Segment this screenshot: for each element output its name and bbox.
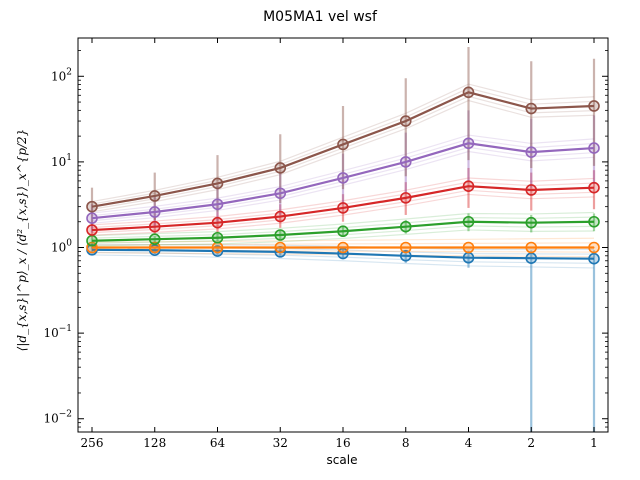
series-3-point-2 <box>211 216 224 229</box>
series-0-point-8 <box>588 252 600 265</box>
series-3-point-8 <box>588 181 600 194</box>
series-2-point-7 <box>525 216 538 229</box>
series-4-point-1 <box>148 206 161 218</box>
y-axis-label: ⟨|d_{x,s}|^p⟩_x / ⟨d²_{x,s}⟩_x^{p/2} <box>15 129 29 352</box>
series-2-ensemble-line-0 <box>91 229 595 247</box>
series-1-point-6 <box>462 241 475 254</box>
series-4-point-0 <box>86 212 98 224</box>
y-tick-label-3: 101 <box>51 153 72 169</box>
series-0-point-5 <box>399 250 412 262</box>
series-2-point-5 <box>399 220 412 233</box>
series-5-point-6 <box>462 86 475 99</box>
x-tick-label-6: 4 <box>465 436 473 450</box>
series-2-point-8 <box>588 215 600 228</box>
series-3-ensemble-line-2 <box>91 181 595 229</box>
series-4-point-3 <box>274 187 287 200</box>
series-5-point-3 <box>274 162 287 174</box>
series-5-point-4 <box>337 138 349 151</box>
series-2-point-6 <box>462 215 475 228</box>
series-0-point-7 <box>525 252 538 265</box>
x-axis-label: scale <box>327 453 358 467</box>
series-0-ensemble-line-3 <box>91 243 595 251</box>
series-2-ensemble-line-3 <box>91 211 595 237</box>
series-4-ensemble-line-3 <box>91 134 595 214</box>
series-3-point-0 <box>86 224 98 236</box>
series-3-point-6 <box>462 180 475 193</box>
series-2-ensemble-line-1 <box>91 225 595 244</box>
series-0-point-6 <box>462 251 475 264</box>
x-tick-label-4: 16 <box>335 436 350 450</box>
series-2-point-2 <box>211 231 224 244</box>
series-4-ensemble-line-0 <box>91 150 595 224</box>
x-tick-label-7: 2 <box>527 436 535 450</box>
series-3-ensemble-line-0 <box>91 193 595 236</box>
x-tick-label-8: 1 <box>590 436 598 450</box>
series-3-point-4 <box>337 202 349 214</box>
series-1-point-4 <box>337 241 349 254</box>
y-tick-label-1: 10−1 <box>43 324 72 340</box>
series-2-ensemble-line-2 <box>91 216 595 239</box>
series-5-ensemble-line-2 <box>91 87 595 205</box>
x-tick-label-0: 256 <box>81 436 104 450</box>
series-4-ensemble-line-1 <box>91 146 595 222</box>
x-tick-label-1: 128 <box>143 436 166 450</box>
series-5-line <box>91 91 595 208</box>
x-tick-label-3: 32 <box>273 436 288 450</box>
series-3-ensemble-line-3 <box>91 177 595 226</box>
series-5-ensemble-line-3 <box>91 83 595 203</box>
series-4-ensemble-line-2 <box>91 138 595 217</box>
series-1-ensemble-line-2 <box>91 242 595 246</box>
series-0-line <box>91 248 595 260</box>
series-4-line <box>91 142 595 220</box>
series-1-point-5 <box>399 241 412 254</box>
series-3-line <box>91 185 595 232</box>
series-4-point-7 <box>525 146 538 158</box>
series-4-point-5 <box>399 156 412 168</box>
y-tick-label-0: 10−2 <box>43 410 72 426</box>
series-5-point-1 <box>148 190 161 202</box>
series-2-point-3 <box>274 229 287 241</box>
series-4-point-8 <box>588 142 600 154</box>
series-1-point-7 <box>525 241 538 254</box>
series-4-point-4 <box>337 172 349 184</box>
y-tick-label-2: 100 <box>51 239 72 255</box>
series-5-point-2 <box>211 177 224 190</box>
x-tick-label-2: 64 <box>210 436 226 450</box>
series-5-point-7 <box>525 102 538 115</box>
series-2-point-1 <box>148 233 161 246</box>
series-1-ensemble-line-0 <box>91 252 595 258</box>
series-3-point-5 <box>399 192 412 204</box>
series-2-point-4 <box>337 225 349 238</box>
series-3-point-1 <box>148 220 161 233</box>
series-1-point-8 <box>588 241 600 254</box>
series-2-line <box>91 220 595 242</box>
series-1-point-2 <box>211 241 224 254</box>
series-3-point-7 <box>525 184 538 196</box>
series-5-ensemble-line-1 <box>91 95 595 210</box>
series-5-point-8 <box>588 100 600 112</box>
x-tick-label-5: 8 <box>402 436 410 450</box>
y-tick-label-4: 102 <box>51 67 72 83</box>
series-0-ensemble-line-1 <box>91 251 595 264</box>
series-5-point-5 <box>399 115 412 127</box>
series-3-ensemble-line-1 <box>91 189 595 234</box>
series-4-point-2 <box>211 198 224 211</box>
plot-area <box>86 46 600 432</box>
series-5-ensemble-line-0 <box>91 99 595 213</box>
series-5-point-0 <box>86 200 98 213</box>
series-2-point-0 <box>86 234 98 247</box>
chart-title: M05MA1 vel wsf <box>263 9 378 25</box>
series-1-ensemble-line-3 <box>91 237 595 243</box>
series-1-point-1 <box>148 241 161 254</box>
series-4-point-6 <box>462 137 475 150</box>
series-1-point-3 <box>274 241 287 254</box>
series-0-ensemble-line-0 <box>91 254 595 269</box>
series-3-point-3 <box>274 210 287 223</box>
